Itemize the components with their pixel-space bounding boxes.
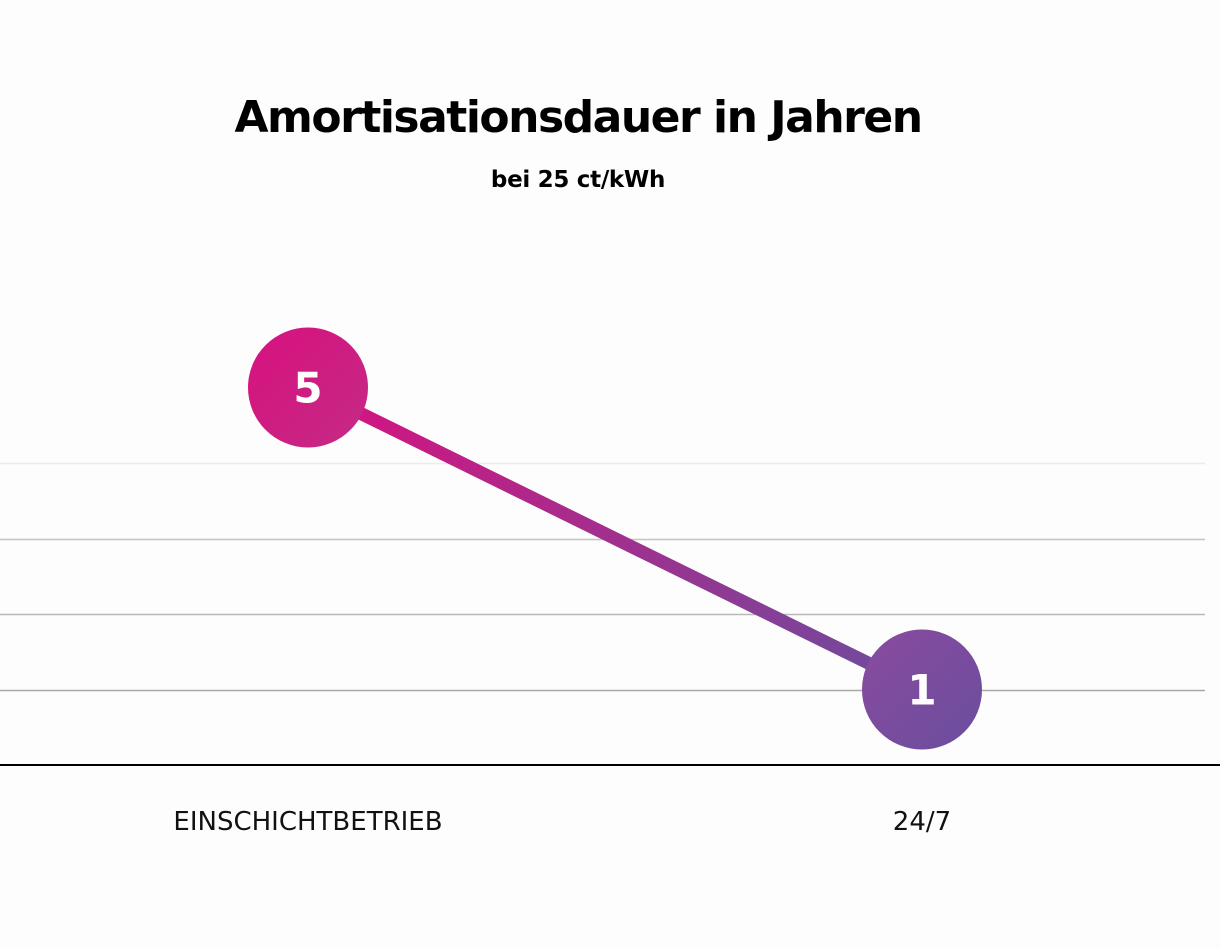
chart-subtitle: bei 25 ct/kWh [490,167,666,193]
series-line [301,381,929,696]
data-point-label: 1 [907,666,936,715]
data-points: 51 [248,327,982,750]
data-point-label: 5 [293,364,322,413]
data-point-marker [248,327,368,448]
x-tick-label: EINSCHICHTBETRIEB [173,807,442,837]
chart-title: Amortisationsdauer in Jahren [234,92,923,143]
data-point-marker [862,629,982,750]
x-tick-label: 24/7 [893,807,951,837]
series-line-group [301,381,929,696]
category-labels: EINSCHICHTBETRIEB 24/7 [173,807,951,837]
gridlines [0,462,1220,766]
